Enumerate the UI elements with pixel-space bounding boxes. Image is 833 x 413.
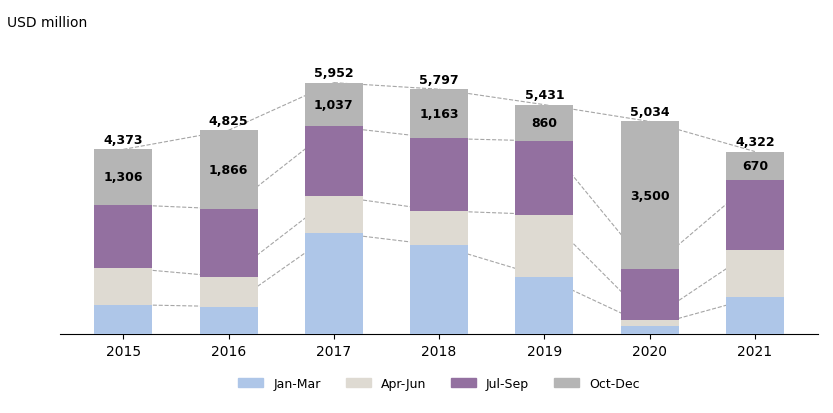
Bar: [94, 268, 152, 305]
Bar: [516, 215, 573, 278]
Text: 3,500: 3,500: [630, 190, 670, 202]
Text: 860: 860: [531, 117, 557, 130]
Bar: [621, 320, 679, 327]
Text: 4,373: 4,373: [103, 134, 143, 147]
Bar: [305, 127, 363, 197]
Bar: [621, 122, 679, 270]
Text: 4,322: 4,322: [735, 136, 775, 149]
Legend: Jan-Mar, Apr-Jun, Jul-Sep, Oct-Dec: Jan-Mar, Apr-Jun, Jul-Sep, Oct-Dec: [233, 372, 645, 395]
Bar: [410, 139, 468, 211]
Text: 1,306: 1,306: [103, 171, 143, 184]
Bar: [410, 211, 468, 246]
Bar: [305, 197, 363, 233]
Bar: [305, 233, 363, 334]
Bar: [94, 205, 152, 268]
Text: 4,825: 4,825: [209, 115, 248, 128]
Bar: [726, 298, 784, 334]
Bar: [621, 327, 679, 334]
Text: 5,952: 5,952: [314, 67, 354, 80]
Bar: [726, 180, 784, 250]
Bar: [200, 307, 257, 334]
Bar: [305, 83, 363, 127]
Text: 5,034: 5,034: [630, 106, 670, 119]
Bar: [200, 278, 257, 307]
Bar: [516, 105, 573, 142]
Bar: [94, 150, 152, 205]
Bar: [94, 305, 152, 334]
Text: USD million: USD million: [7, 16, 87, 30]
Text: 670: 670: [742, 160, 768, 173]
Text: 1,037: 1,037: [314, 99, 354, 112]
Bar: [200, 210, 257, 278]
Bar: [410, 90, 468, 139]
Text: 1,163: 1,163: [419, 108, 459, 121]
Bar: [516, 142, 573, 215]
Bar: [516, 278, 573, 334]
Bar: [200, 131, 257, 210]
Bar: [410, 246, 468, 334]
Bar: [621, 270, 679, 320]
Text: 5,797: 5,797: [419, 74, 459, 87]
Text: 1,866: 1,866: [209, 164, 248, 177]
Bar: [726, 152, 784, 180]
Bar: [726, 250, 784, 298]
Text: 5,431: 5,431: [525, 89, 564, 102]
